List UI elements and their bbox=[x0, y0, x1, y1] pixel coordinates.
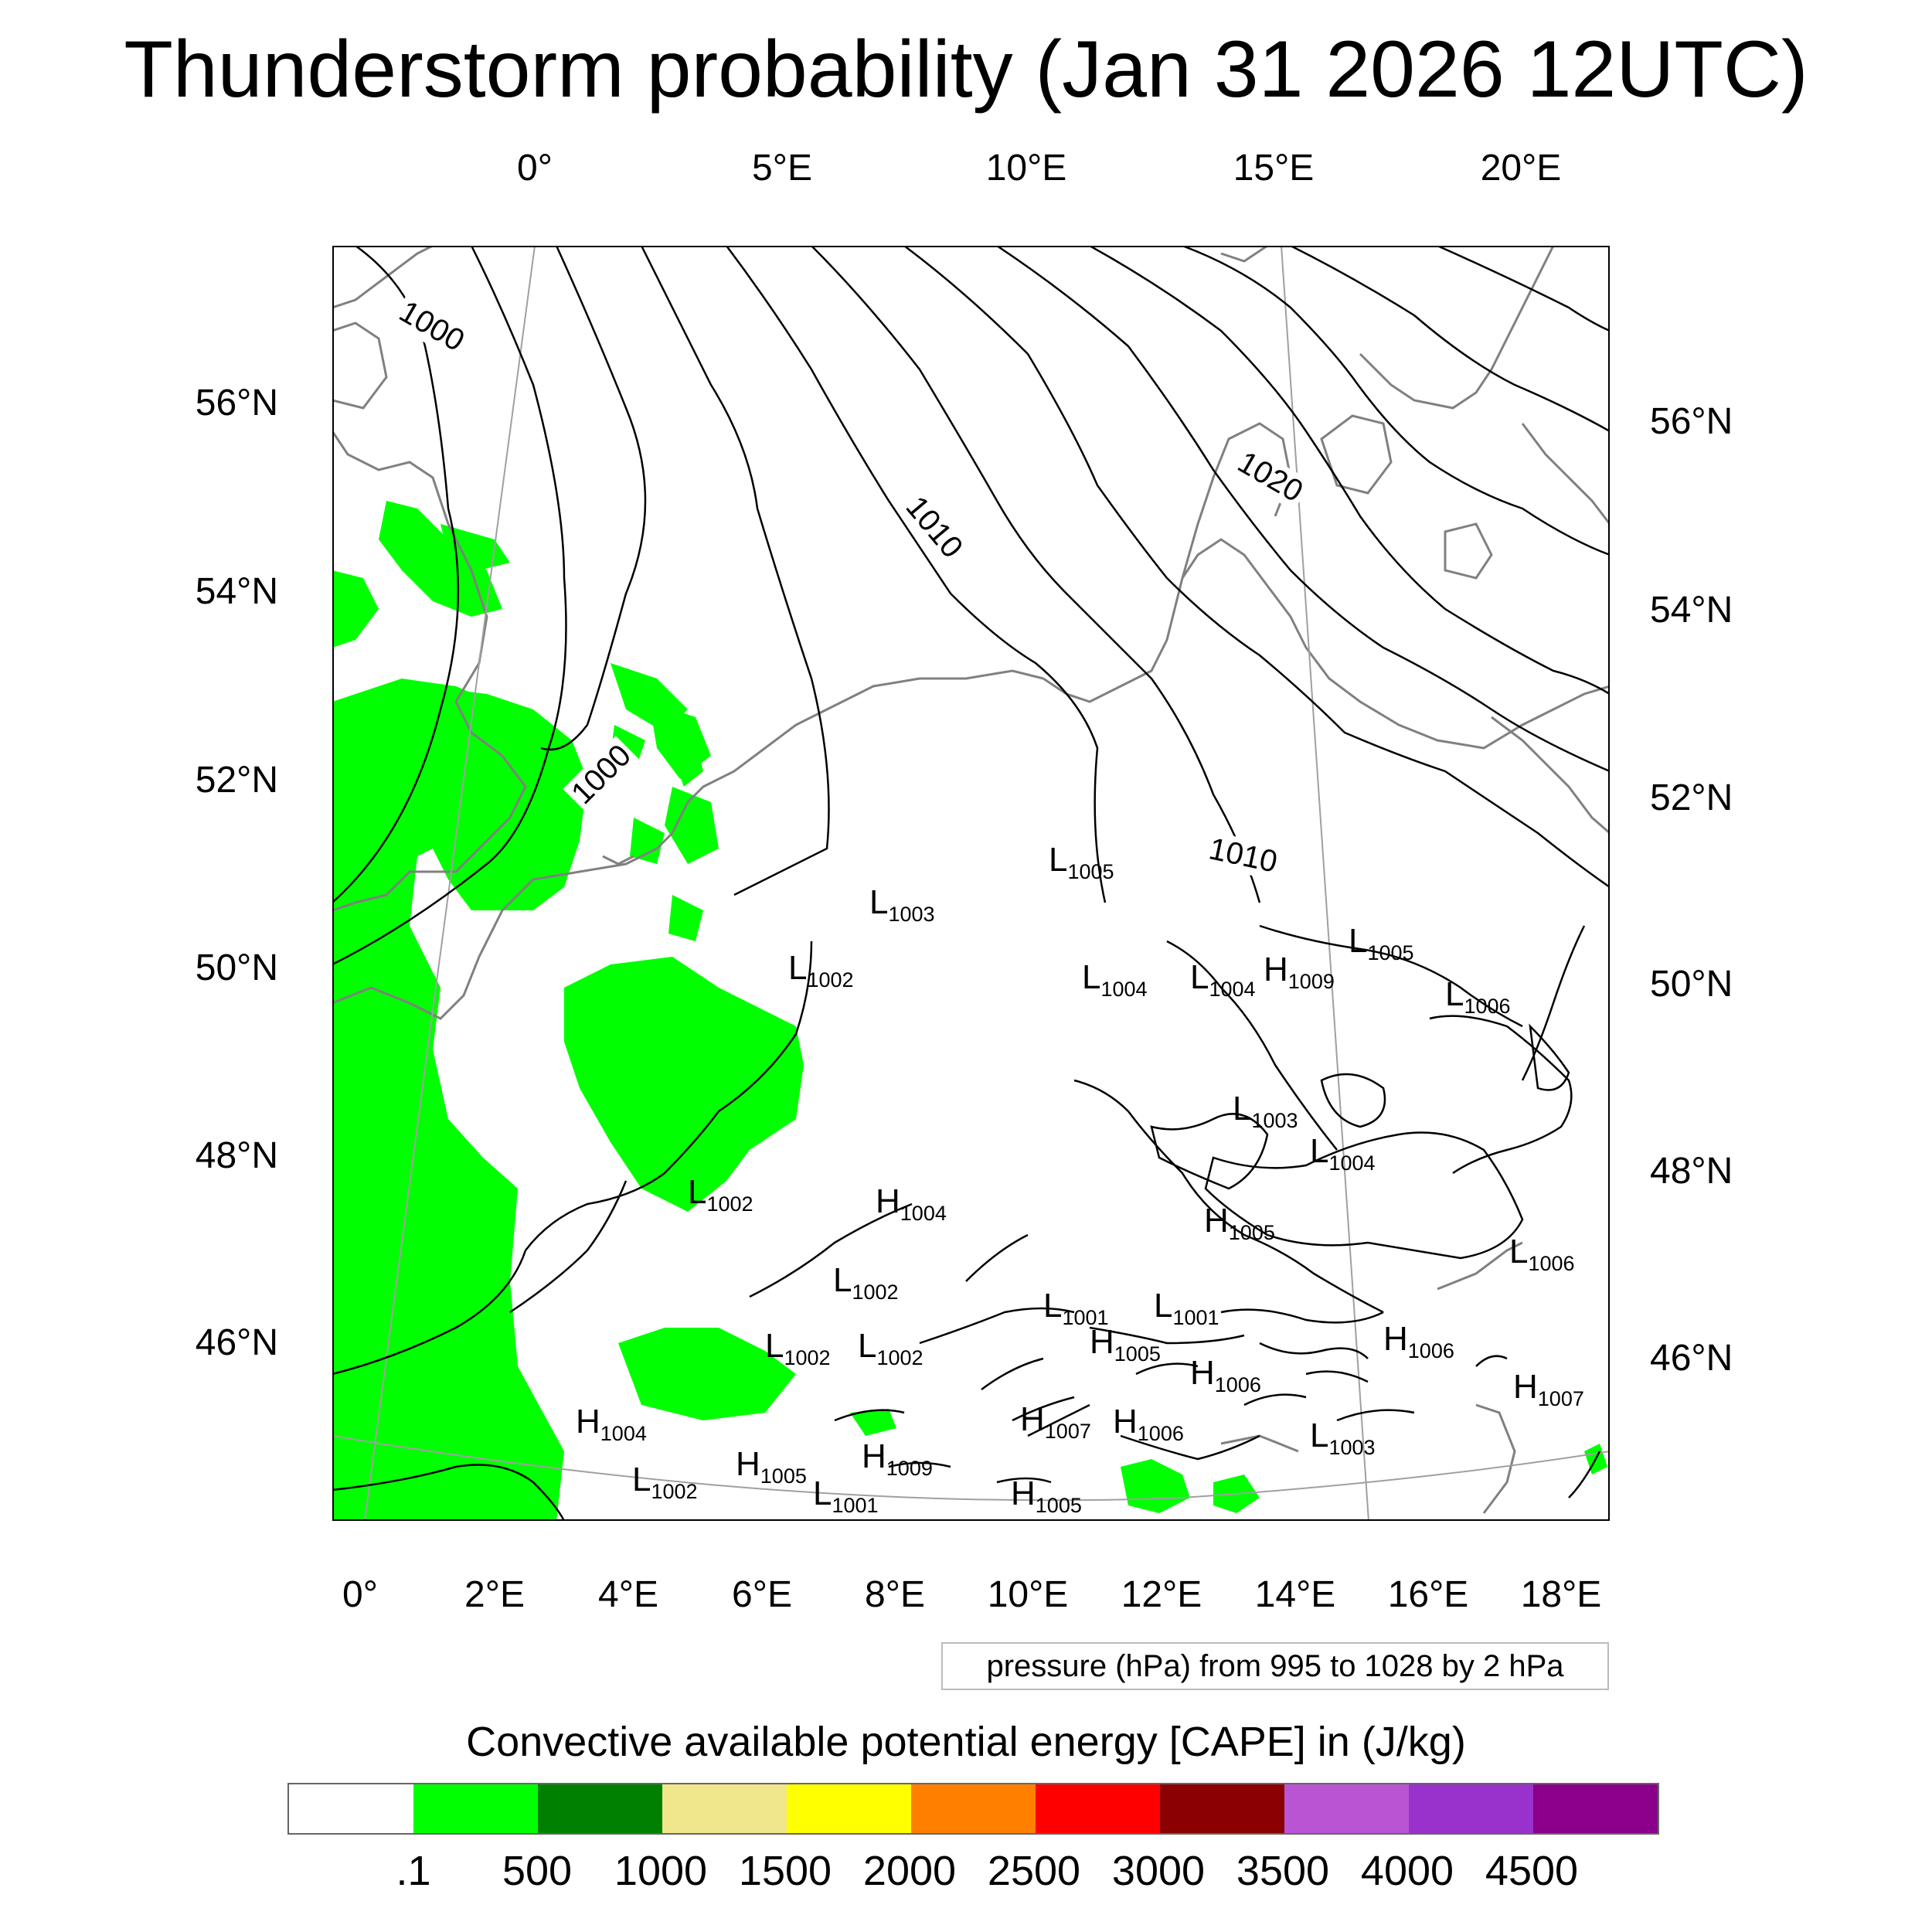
colorbar-label: 1000 bbox=[614, 1848, 708, 1894]
pressure-center-low: L1002 bbox=[688, 1173, 753, 1216]
left-lat-label: 46°N bbox=[195, 1322, 278, 1363]
pressure-center-high: H1009 bbox=[862, 1437, 933, 1480]
pressure-center-low: L1005 bbox=[1349, 922, 1414, 964]
pressure-center-high: H1006 bbox=[1383, 1320, 1454, 1362]
bottom-lon-label: 14°E bbox=[1254, 1574, 1336, 1615]
right-lat-label: 48°N bbox=[1650, 1151, 1733, 1192]
colorbar-label: 1500 bbox=[738, 1848, 832, 1894]
colorbar-label: 3500 bbox=[1236, 1848, 1330, 1894]
colorbar-swatch bbox=[1533, 1784, 1658, 1833]
isobars bbox=[332, 246, 1610, 1521]
pressure-center-low: L1005 bbox=[1049, 841, 1114, 883]
colorbar-title: Convective available potential energy [C… bbox=[466, 1719, 1466, 1765]
top-lon-label: 5°E bbox=[752, 148, 812, 189]
pressure-center-low: L1006 bbox=[1509, 1233, 1575, 1275]
bottom-lon-label: 8°E bbox=[865, 1574, 925, 1615]
right-lat-label: 52°N bbox=[1650, 777, 1733, 818]
colorbar-label: 2000 bbox=[862, 1848, 957, 1894]
colorbar-swatch bbox=[1160, 1784, 1284, 1833]
left-lat-label: 54°N bbox=[195, 571, 278, 612]
bottom-lon-label: 0° bbox=[342, 1574, 378, 1615]
pressure-center-low: L1002 bbox=[765, 1327, 831, 1369]
pressure-info-box: pressure (hPa) from 995 to 1028 by 2 hPa bbox=[941, 1642, 1609, 1690]
bottom-lon-label: 2°E bbox=[464, 1574, 525, 1615]
left-lat-label: 50°N bbox=[195, 947, 278, 988]
right-lat-label: 50°N bbox=[1650, 964, 1733, 1005]
cape-fill-areas bbox=[332, 501, 1607, 1521]
colorbar-swatch bbox=[289, 1784, 413, 1833]
bottom-lon-label: 6°E bbox=[732, 1574, 792, 1615]
pressure-center-low: L1002 bbox=[858, 1327, 923, 1369]
top-lon-label: 20°E bbox=[1480, 148, 1562, 189]
top-lon-label: 10°E bbox=[985, 148, 1067, 189]
pressure-center-low: L1001 bbox=[813, 1475, 879, 1517]
right-lat-label: 56°N bbox=[1650, 401, 1733, 442]
pressure-center-low: L1001 bbox=[1043, 1287, 1109, 1329]
pressure-center-high: H1007 bbox=[1020, 1400, 1091, 1443]
colorbar-swatch bbox=[662, 1784, 787, 1833]
bottom-lon-label: 18°E bbox=[1520, 1574, 1602, 1615]
left-lat-label: 48°N bbox=[195, 1135, 278, 1176]
bottom-lon-label: 12°E bbox=[1121, 1574, 1202, 1615]
map-title: Thunderstorm probability (Jan 31 2026 12… bbox=[124, 25, 1808, 114]
pressure-center-high: H1004 bbox=[576, 1403, 647, 1445]
pressure-center-low: L1004 bbox=[1190, 958, 1256, 1001]
graticule bbox=[332, 246, 1610, 1521]
pressure-center-high: H1005 bbox=[1011, 1475, 1082, 1517]
pressure-center-low: L1004 bbox=[1082, 958, 1148, 1001]
top-lon-label: 15°E bbox=[1233, 148, 1315, 189]
colorbar bbox=[287, 1783, 1659, 1835]
colorbar-swatch bbox=[787, 1784, 911, 1833]
bottom-lon-label: 4°E bbox=[598, 1574, 658, 1615]
colorbar-label: 2500 bbox=[987, 1848, 1081, 1894]
top-lon-label: 0° bbox=[517, 148, 553, 189]
colorbar-swatch bbox=[911, 1784, 1036, 1833]
pressure-center-low: L1001 bbox=[1154, 1287, 1219, 1329]
colorbar-swatch bbox=[413, 1784, 538, 1833]
pressure-center-high: H1005 bbox=[1204, 1202, 1275, 1244]
colorbar-swatch bbox=[1036, 1784, 1160, 1833]
pressure-center-low: L1002 bbox=[632, 1461, 698, 1503]
pressure-center-high: H1006 bbox=[1113, 1403, 1184, 1445]
pressure-center-high: H1005 bbox=[1090, 1323, 1161, 1366]
right-lat-label: 54°N bbox=[1650, 590, 1733, 631]
coastlines bbox=[332, 246, 1610, 1521]
pressure-center-high: H1009 bbox=[1264, 951, 1335, 993]
colorbar-label: 500 bbox=[502, 1848, 573, 1894]
colorbar-swatch bbox=[538, 1784, 662, 1833]
colorbar-label: .1 bbox=[396, 1848, 431, 1894]
right-lat-label: 46°N bbox=[1650, 1338, 1733, 1379]
pressure-center-low: L1003 bbox=[1310, 1417, 1376, 1459]
colorbar-swatch bbox=[1284, 1784, 1409, 1833]
pressure-center-low: L1002 bbox=[833, 1261, 899, 1304]
map-frame bbox=[332, 246, 1610, 1521]
colorbar-label: 4000 bbox=[1360, 1848, 1454, 1894]
colorbar-label: 3000 bbox=[1111, 1848, 1206, 1894]
left-lat-label: 56°N bbox=[195, 383, 278, 423]
bottom-lon-label: 10°E bbox=[987, 1574, 1069, 1615]
colorbar-swatch bbox=[1409, 1784, 1533, 1833]
colorbar-label: 4500 bbox=[1485, 1848, 1579, 1894]
pressure-center-low: L1003 bbox=[869, 883, 935, 926]
pressure-center-low: L1004 bbox=[1310, 1132, 1376, 1175]
left-lat-label: 52°N bbox=[195, 760, 278, 801]
pressure-center-low: L1006 bbox=[1445, 975, 1511, 1018]
bottom-lon-label: 16°E bbox=[1387, 1574, 1469, 1615]
pressure-center-high: H1005 bbox=[736, 1445, 807, 1488]
pressure-center-high: H1007 bbox=[1513, 1368, 1584, 1410]
pressure-center-low: L1003 bbox=[1233, 1090, 1298, 1132]
pressure-center-high: H1004 bbox=[876, 1182, 947, 1225]
pressure-center-high: H1006 bbox=[1190, 1354, 1261, 1396]
map-panel bbox=[332, 246, 1610, 1521]
pressure-center-low: L1002 bbox=[788, 949, 854, 992]
